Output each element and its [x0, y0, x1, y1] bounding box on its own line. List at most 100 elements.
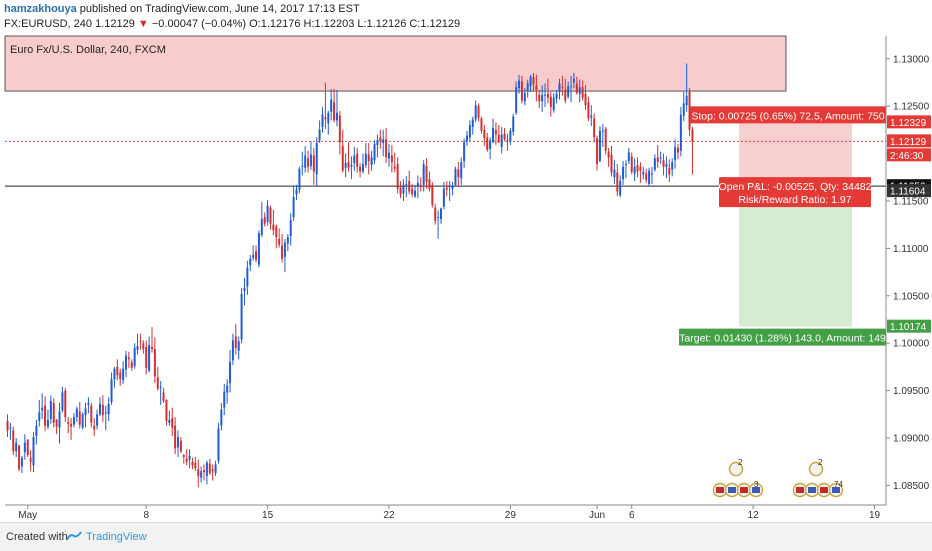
target-zone[interactable]: [739, 191, 852, 327]
candle-body: [70, 423, 73, 427]
candle-body: [177, 437, 180, 448]
candle: [174, 417, 177, 455]
candle: [567, 81, 570, 99]
candle-body: [642, 171, 645, 175]
price-label-text: 2:46:30: [890, 151, 924, 162]
candle: [405, 176, 408, 198]
candle-body: [659, 157, 662, 159]
candle: [454, 166, 457, 186]
flag-icon[interactable]: [808, 461, 824, 477]
candle-body: [335, 112, 338, 121]
price-change: −0.00047 (−0.04%): [151, 18, 247, 30]
candle: [203, 464, 206, 481]
candle: [445, 181, 448, 197]
candle: [298, 166, 301, 194]
candle: [321, 107, 324, 133]
candle: [532, 72, 535, 91]
candle: [674, 139, 677, 169]
candle: [544, 83, 547, 108]
candle-body: [471, 119, 474, 128]
candle: [604, 127, 607, 155]
candle: [234, 324, 237, 355]
candle: [84, 402, 87, 428]
candle: [590, 105, 593, 127]
chart-header: hamzakhouya published on TradingView.com…: [4, 2, 904, 34]
candle-body: [367, 154, 370, 162]
price-tick-label: 1.13000: [893, 54, 930, 65]
candle-body: [188, 455, 191, 460]
candle: [416, 175, 419, 199]
candle-body: [460, 162, 463, 179]
candle-body: [182, 455, 185, 457]
price-chart[interactable]: Stop: 0.00725 (0.65%) 72.5, Amount: 750 O…: [0, 0, 932, 522]
candle: [477, 103, 480, 122]
event-badge-group[interactable]: 2 74: [792, 458, 844, 498]
candle-body: [676, 147, 679, 153]
candle: [214, 460, 217, 476]
candle-body: [682, 103, 685, 116]
candle-body: [142, 343, 145, 349]
candle: [460, 157, 463, 185]
candle: [578, 79, 581, 103]
candle: [373, 140, 376, 164]
candle: [480, 116, 483, 134]
candle: [538, 90, 541, 109]
candle: [26, 438, 29, 457]
author-name[interactable]: hamzakhouya: [4, 3, 77, 15]
candle: [486, 132, 489, 152]
candle-body: [78, 411, 81, 425]
candle-body: [321, 114, 324, 128]
candle: [385, 127, 388, 164]
tradingview-brand[interactable]: TradingView: [86, 531, 147, 543]
candle: [194, 456, 197, 472]
candle-body: [477, 106, 480, 118]
candle-body: [520, 81, 523, 101]
candle: [428, 171, 431, 192]
candle: [691, 127, 694, 175]
price-label-text: 1.12129: [890, 137, 927, 148]
candle-body: [656, 157, 659, 163]
candle-body: [512, 116, 515, 132]
candle-body: [49, 400, 52, 420]
stop-label[interactable]: Stop: 0.00725 (0.65%) 72.5, Amount: 750: [690, 106, 886, 124]
flag-stripe: [752, 487, 760, 493]
price-tick-label: 1.10500: [893, 291, 930, 302]
candle-body: [20, 457, 23, 467]
candle: [243, 277, 246, 306]
candle: [668, 159, 671, 182]
candle-body: [312, 155, 315, 172]
pnl-label[interactable]: Open P&L: -0.00525, Qty: 34482Risk/Rewar…: [719, 177, 872, 208]
candle: [468, 120, 471, 142]
candle: [32, 432, 35, 473]
candle-body: [613, 169, 616, 178]
candle-body: [385, 139, 388, 158]
candle: [466, 130, 469, 146]
price-label-box: [887, 115, 931, 129]
flag-icon[interactable]: [728, 461, 744, 477]
target-label[interactable]: Target: 0.01430 (1.28%) 143.0, Amount: 1…: [679, 328, 886, 346]
candle: [471, 116, 474, 135]
candle: [226, 379, 229, 404]
candle: [229, 349, 232, 393]
candle: [156, 366, 159, 391]
candle-body: [671, 162, 674, 170]
candle: [425, 158, 428, 189]
event-badge-group[interactable]: 23: [712, 458, 764, 498]
price-tick-label: 1.11500: [893, 196, 929, 207]
candle: [90, 402, 93, 428]
candle: [515, 81, 518, 115]
candle-body: [41, 407, 44, 411]
candle-body: [627, 152, 630, 162]
candle-body: [408, 181, 411, 192]
candle-body: [35, 425, 38, 437]
candle: [379, 129, 382, 149]
resistance-zone[interactable]: [4, 35, 787, 92]
candle-body: [32, 437, 35, 466]
candle-body: [223, 391, 226, 408]
candle: [278, 228, 281, 248]
candle-body: [237, 341, 240, 351]
candle: [12, 426, 15, 456]
price-label-box: [887, 148, 931, 162]
candle: [419, 177, 422, 192]
candle: [642, 166, 645, 180]
